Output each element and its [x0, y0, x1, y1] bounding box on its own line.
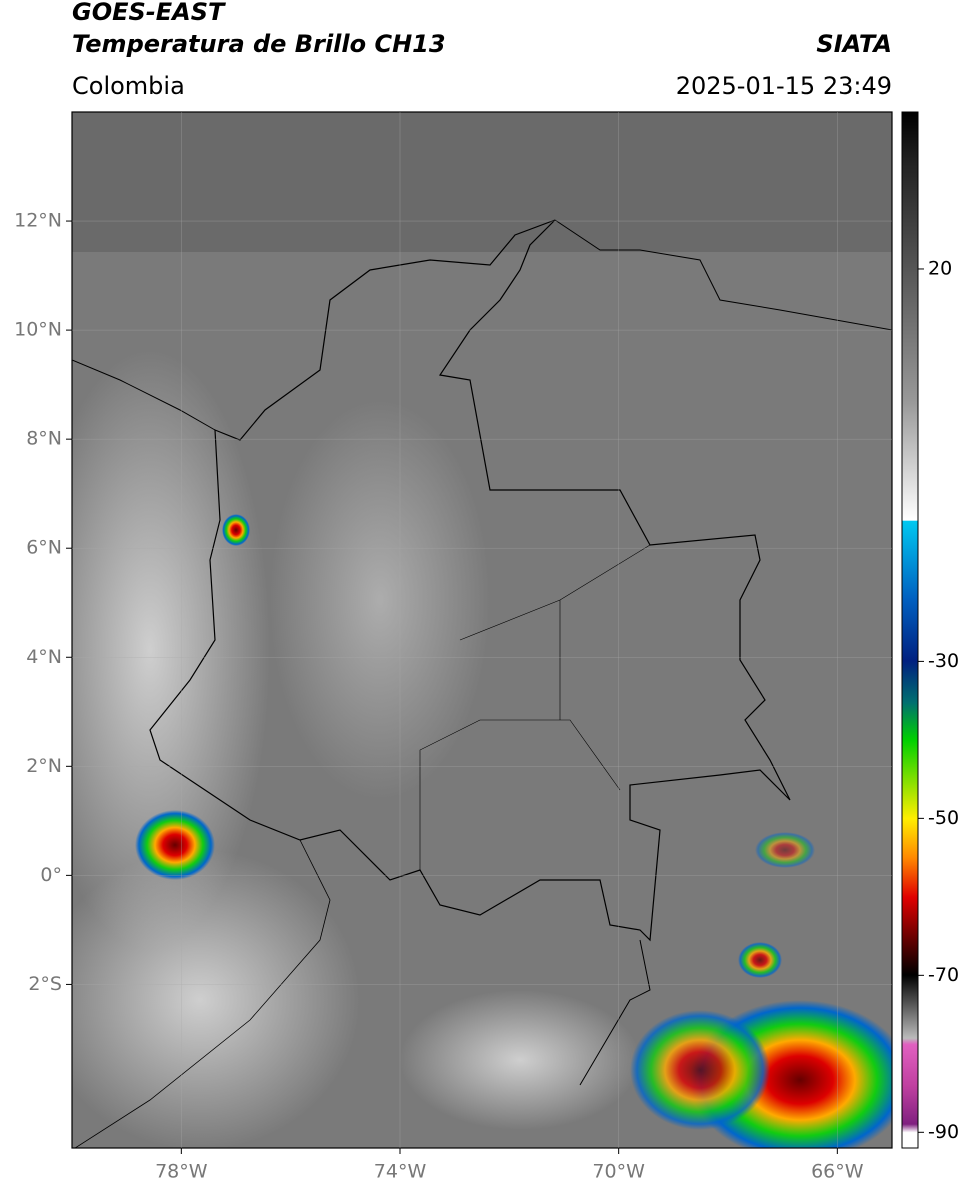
region: Colombia [72, 72, 185, 100]
storm-cell [630, 1010, 770, 1130]
storm-cell [738, 942, 782, 978]
colorbar-tick-label: -70 [928, 964, 959, 986]
cloud-field [72, 850, 360, 1148]
country-border [149, 219, 791, 942]
storm-cell [755, 832, 815, 868]
colorbar-tick-label: 20 [928, 257, 952, 279]
cloud-field [400, 990, 640, 1130]
cloud-field [72, 112, 892, 252]
title: GOES-EAST [72, 0, 226, 26]
x-tick-label: 66°W [811, 1161, 864, 1183]
map-image [72, 112, 892, 1148]
colorbar [901, 111, 919, 1149]
colorbar-tick-label: -30 [928, 650, 959, 672]
colorbar-tick-label: -90 [928, 1121, 959, 1143]
subtitle: Temperatura de Brillo CH13 [72, 30, 446, 58]
coastline [554, 219, 892, 331]
map-frame [71, 111, 893, 1149]
y-tick-label: 12°N [14, 210, 62, 232]
coastline [72, 359, 216, 431]
cloud-field [270, 400, 490, 800]
x-tick-label: 70°W [592, 1161, 645, 1183]
y-tick-label: 6°N [26, 537, 62, 559]
storm-cell [135, 810, 215, 880]
department-border [419, 719, 621, 870]
storm-cell [222, 514, 250, 546]
department-border [459, 544, 651, 720]
source: SIATA [816, 30, 892, 58]
colorbar-tick-label: -50 [928, 807, 959, 829]
y-tick-label: 2°S [28, 973, 62, 995]
x-tick-label: 78°W [155, 1161, 208, 1183]
y-tick-label: 4°N [26, 646, 62, 668]
x-tick-label: 74°W [374, 1161, 427, 1183]
timestamp: 2025-01-15 23:49 [676, 72, 892, 100]
country-border [74, 839, 331, 1148]
y-tick-label: 0° [40, 864, 62, 886]
y-tick-label: 10°N [14, 319, 62, 341]
y-tick-label: 2°N [26, 755, 62, 777]
country-border [579, 939, 651, 1086]
y-tick-label: 8°N [26, 428, 62, 450]
